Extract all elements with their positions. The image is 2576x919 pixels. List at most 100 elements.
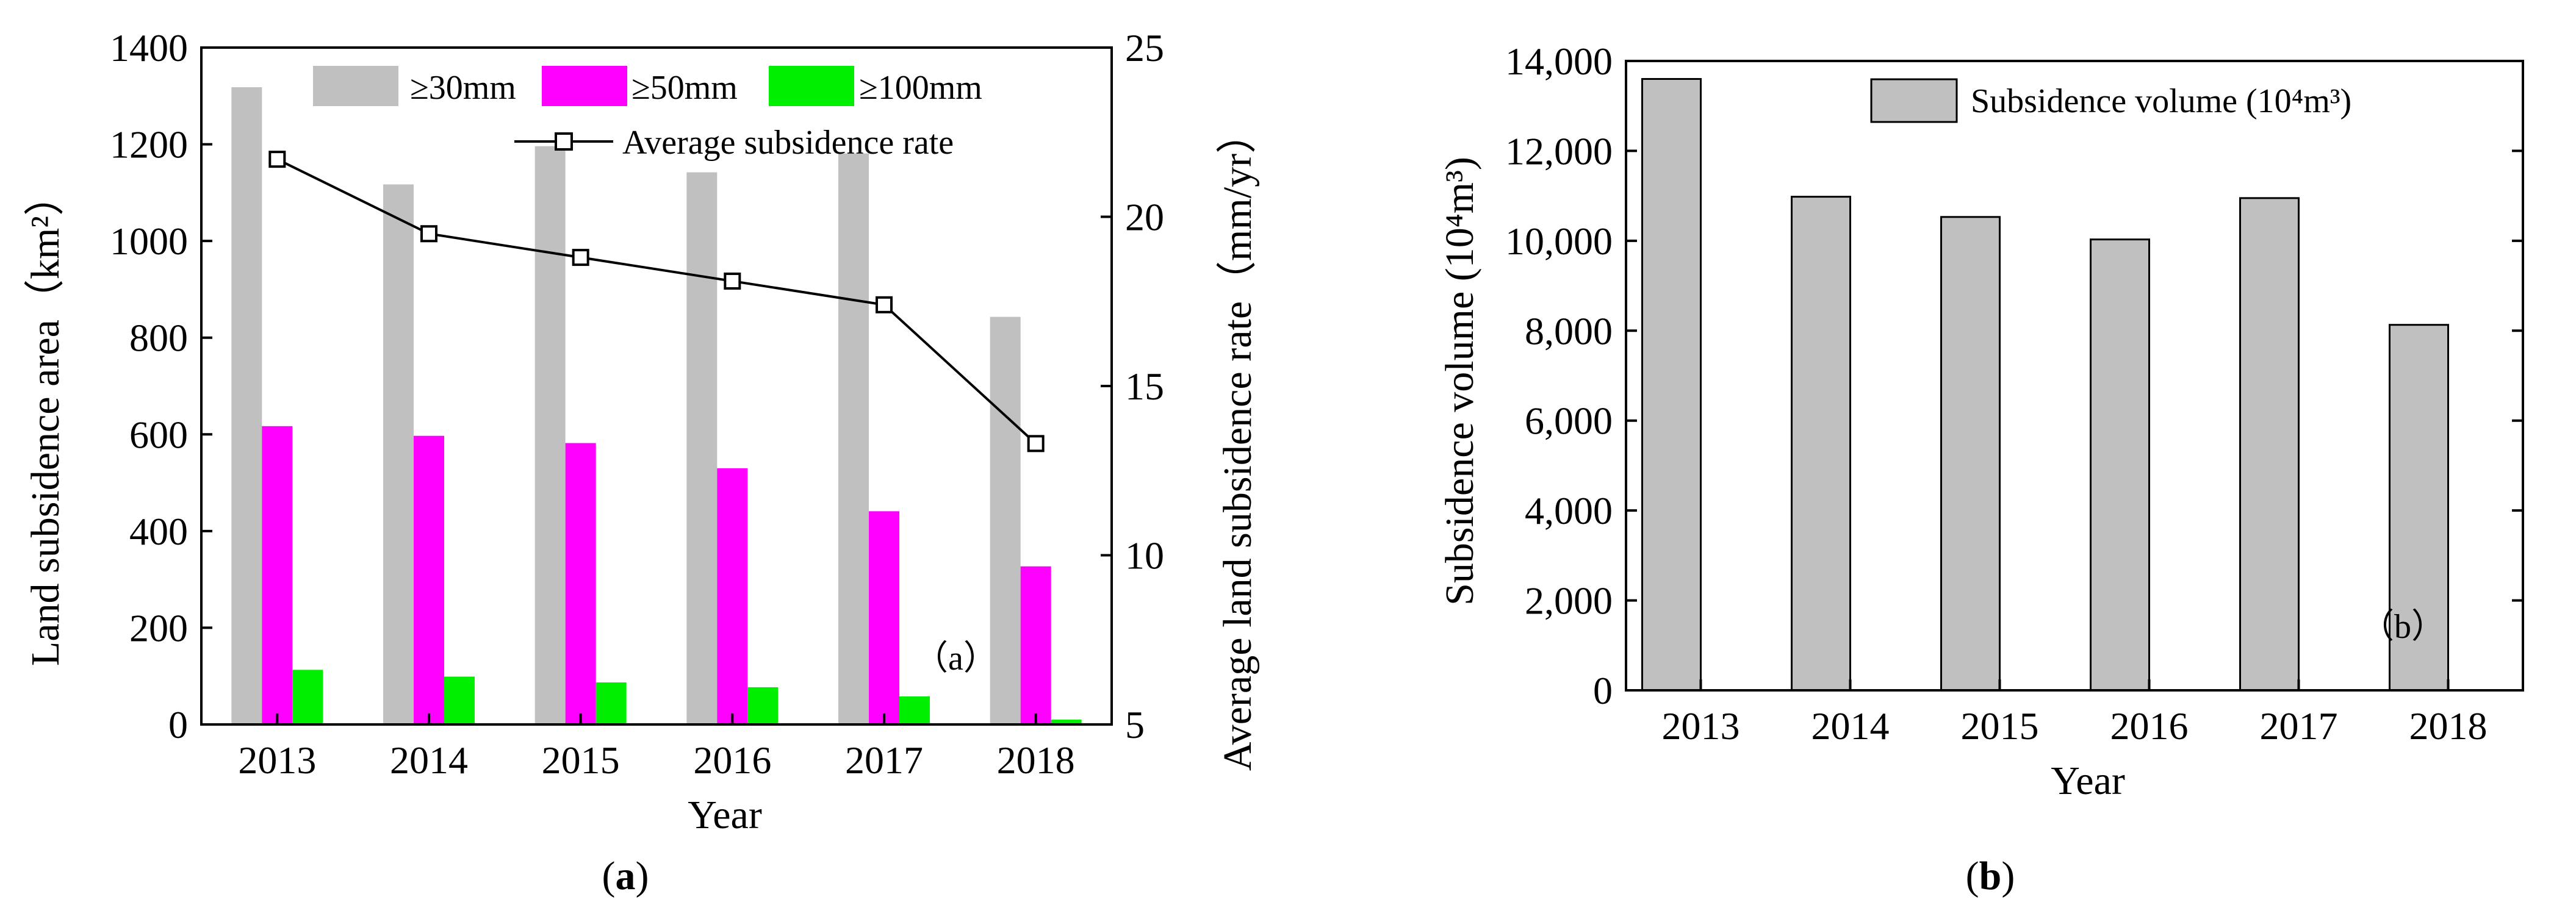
panel-b-ytick-label: 6,000 [1525, 399, 1613, 443]
rate-marker-2015 [572, 249, 589, 266]
panel-b-x-tick-labels: 2013 2014 2015 2016 2017 2018 [1662, 704, 2488, 748]
panel-b-xtick-label: 2018 [2409, 704, 2488, 748]
panel-a-xtick-label: 2017 [845, 738, 923, 782]
panel-b-ytick-label: 2,000 [1525, 579, 1613, 623]
panel-b-axis-ticks [1626, 60, 2523, 692]
rate-marker-2014 [420, 225, 437, 243]
bar-100mm-2017 [899, 696, 930, 724]
bar-100mm-2016 [747, 687, 779, 724]
rate-marker-2018 [1027, 435, 1045, 452]
bar-50mm-2014 [414, 435, 444, 724]
panel-b-x-axis-title: Year [2051, 759, 2125, 803]
bar-50mm-2018 [1020, 566, 1051, 724]
bar-100mm-2018 [1051, 720, 1082, 724]
panel-a-caption: (a) [602, 854, 649, 898]
panel-a-right-tick-labels: 5 10 15 20 25 [1125, 26, 1164, 746]
bar-30mm-2013 [231, 87, 262, 724]
panel-b-caption: (b) [1966, 854, 2015, 898]
panel-b-caption-letter: b [1979, 854, 2002, 898]
bar-30mm-2016 [686, 172, 718, 724]
panel-a-x-axis-title: Year [688, 793, 762, 837]
panel-a-xtick-label: 2013 [238, 738, 316, 782]
panel-b-ytick-label: 0 [1593, 669, 1613, 712]
panel-a-ytick-label: 800 [129, 316, 188, 360]
legend-label-100mm: ≥100mm [859, 69, 982, 107]
panel-a-xtick-label: 2018 [997, 738, 1075, 782]
panel-b-xtick-label: 2014 [1811, 704, 1890, 748]
panel-b-inner-label: （b） [2360, 608, 2445, 646]
panel-a-ytick-label: 0 [168, 703, 188, 746]
panel-b-legend: Subsidence volume (10⁴m³) [1870, 78, 2351, 123]
bar-50mm-2016 [717, 468, 748, 724]
legend-label-50mm: ≥50mm [631, 69, 738, 107]
panel-b-ytick-label: 12,000 [1505, 129, 1613, 173]
panel-b-ytick-label: 10,000 [1505, 220, 1613, 263]
bar-30mm-2014 [383, 184, 414, 725]
panel-a-xtick-label: 2016 [693, 738, 771, 782]
bar-subsidence-volume-2014 [1791, 196, 1851, 692]
panel-a-caption-open: ( [602, 854, 616, 898]
panel-a-rate-line [268, 151, 1045, 452]
panel-b-ytick-label: 8,000 [1525, 309, 1613, 352]
panel-a-right-ytick-label: 10 [1125, 534, 1164, 578]
legend-swatch-50mm [542, 66, 627, 106]
panel-b-bars [1641, 77, 2449, 692]
panel-a-chart: 0 200 400 600 800 1000 1200 1400 5 10 15… [23, 26, 1260, 898]
panel-a-ytick-label: 1200 [110, 123, 188, 166]
panel-a-caption-letter: a [616, 854, 636, 898]
panel-a-axis-ticks [201, 46, 1112, 726]
panel-b-caption-open: ( [1966, 854, 1979, 898]
legend-label-subsidence-volume: Subsidence volume (10⁴m³) [1971, 82, 2351, 120]
legend-swatch-100mm [769, 66, 854, 106]
panel-a-y-axis-title: Land subsidence area（km²） [23, 176, 68, 666]
panel-a-ytick-label: 400 [129, 510, 188, 553]
legend-label-average-rate: Average subsidence rate [622, 124, 954, 162]
panel-a-right-ytick-label: 15 [1125, 365, 1164, 408]
rate-marker-2017 [876, 296, 893, 313]
bar-50mm-2017 [869, 511, 899, 724]
bar-100mm-2015 [595, 682, 627, 724]
panel-b-ytick-label: 4,000 [1525, 489, 1613, 532]
bar-30mm-2018 [990, 316, 1021, 724]
bar-50mm-2013 [262, 426, 293, 724]
panel-a-ytick-label: 600 [129, 413, 188, 456]
bar-100mm-2013 [292, 670, 323, 724]
panel-b-chart: 0 2,000 4,000 6,000 8,000 10,000 12,000 … [1437, 40, 2524, 898]
panel-a-right-axis-title: Average land subsidence rate（mm/yr） [1215, 113, 1260, 771]
bar-30mm-2017 [838, 153, 869, 724]
bar-subsidence-volume-2016 [2090, 238, 2150, 692]
bar-30mm-2015 [534, 146, 566, 724]
panel-b-caption-close: ) [2001, 854, 2015, 898]
panel-a-ytick-label: 1000 [110, 220, 188, 263]
rate-marker-2013 [268, 151, 286, 168]
panel-b-xtick-label: 2016 [2110, 704, 2189, 748]
panel-a-ytick-label: 1400 [110, 26, 188, 70]
panel-b-xtick-label: 2017 [2260, 704, 2338, 748]
panel-a-xtick-label: 2014 [390, 738, 468, 782]
legend-swatch-subsidence-volume [1870, 78, 1958, 123]
panel-b-xtick-label: 2015 [1961, 704, 2039, 748]
panel-a-xtick-label: 2015 [542, 738, 620, 782]
panel-a-right-ytick-label: 25 [1125, 26, 1164, 70]
bar-50mm-2015 [565, 443, 596, 724]
bar-subsidence-volume-2018 [2389, 324, 2449, 692]
panel-a-legend: ≥30mm ≥50mm ≥100mm Average subsidence ra… [313, 66, 982, 162]
bar-subsidence-volume-2017 [2239, 197, 2300, 692]
panel-b-y-axis-title: Subsidence volume (10⁴m³) [1437, 157, 1482, 606]
panel-a-caption-close: ) [636, 854, 649, 898]
panel-b-xtick-label: 2013 [1662, 704, 1740, 748]
legend-square-marker [555, 132, 573, 151]
panel-b-plot-frame [1625, 60, 2524, 692]
rate-marker-2016 [724, 272, 741, 290]
bar-subsidence-volume-2015 [1940, 216, 2001, 692]
panel-b-left-tick-labels: 0 2,000 4,000 6,000 8,000 10,000 12,000 … [1505, 40, 1613, 712]
panel-a-ytick-label: 200 [129, 606, 188, 649]
bar-subsidence-volume-2013 [1641, 77, 1702, 692]
panel-a-inner-label: （a） [914, 640, 998, 678]
bar-100mm-2014 [444, 676, 475, 724]
panel-a-right-ytick-label: 20 [1125, 196, 1164, 239]
panel-b-ytick-label: 14,000 [1505, 40, 1613, 83]
legend-swatch-30mm [313, 66, 398, 106]
panel-a-bars [231, 87, 1082, 725]
